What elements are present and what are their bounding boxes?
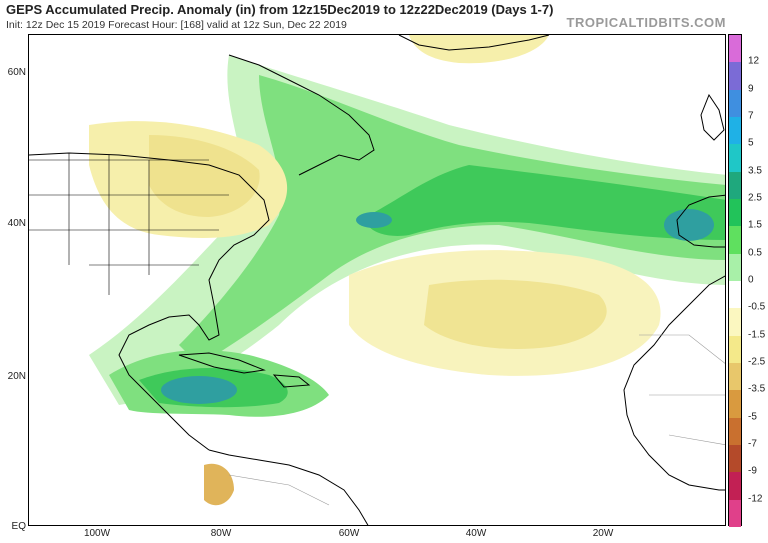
colorbar-label: -12 [748, 493, 763, 505]
colorbar-segment [729, 226, 741, 255]
colorbar-segment [729, 363, 741, 391]
colorbar-label: 1.5 [748, 219, 762, 231]
wet-core-iberia [664, 209, 714, 241]
lon-label-60w: 60W [338, 528, 360, 539]
colorbar-segment [729, 335, 741, 364]
lat-label-40n: 40N [7, 218, 26, 229]
colorbar-segment [729, 308, 741, 337]
colorbar-segment [729, 171, 741, 200]
colorbar-label: -0.5 [748, 301, 766, 313]
colorbar-segment [729, 281, 741, 309]
lon-label-100w: 100W [83, 528, 111, 539]
colorbar-label: 5 [748, 137, 754, 149]
colorbar-label: -5 [748, 411, 757, 423]
wet-core-caribbean [161, 376, 237, 404]
lon-label-40w: 40W [465, 528, 487, 539]
colorbar-label: 0.5 [748, 247, 762, 259]
lat-label-eq: EQ [11, 521, 26, 532]
colorbar-label: 2.5 [748, 192, 762, 204]
coast-greenland [398, 35, 550, 51]
colorbar-segment [729, 199, 741, 227]
colorbar-segment [729, 499, 741, 528]
map-subtitle: Init: 12z Dec 15 2019 Forecast Hour: [16… [6, 19, 347, 31]
lon-label-20w: 20W [592, 528, 614, 539]
coast-north-america [29, 152, 270, 451]
colorbar-segment [729, 144, 741, 173]
colorbar-segment [729, 89, 741, 118]
colorbar-segment [729, 445, 741, 473]
coastlines [29, 35, 725, 525]
map-canvas [29, 35, 725, 525]
colorbar-label: 3.5 [748, 165, 762, 177]
coast-canada [228, 54, 375, 176]
lat-label-60n: 60N [7, 67, 26, 78]
colorbar-label: 9 [748, 83, 754, 95]
colorbar-label: -1.5 [748, 329, 766, 341]
colorbar-segment [729, 62, 741, 91]
colorbar-label: 12 [748, 55, 760, 67]
wet-band-north-strong [366, 165, 725, 240]
map-title: GEPS Accumulated Precip. Anomaly (in) fr… [6, 2, 554, 17]
dry-south-america [204, 463, 234, 506]
colorbar-segment [729, 390, 741, 419]
colorbar-label: -7 [748, 438, 757, 450]
state-borders [29, 153, 229, 295]
colorbar-label: -9 [748, 465, 757, 477]
coast-hispaniola [272, 374, 311, 388]
lat-label-20n: 20N [7, 371, 26, 382]
colorbar-segment [729, 35, 741, 63]
colorbar-label: -3.5 [748, 383, 766, 395]
border-lines [228, 334, 725, 506]
colorbar-segment [729, 417, 741, 446]
coast-africa [623, 275, 725, 491]
colorbar-segment [729, 117, 741, 145]
colorbar-segment [729, 472, 741, 501]
coast-cuba [178, 352, 266, 374]
colorbar-label: 0 [748, 274, 754, 286]
colorbar [728, 34, 742, 528]
coast-uk [700, 93, 725, 141]
colorbar-label: 7 [748, 110, 754, 122]
colorbar-segment [729, 253, 741, 282]
colorbar-label: -2.5 [748, 356, 766, 368]
lon-label-80w: 80W [210, 528, 232, 539]
brand-watermark: TROPICALTIDBITS.COM [566, 15, 726, 30]
coast-iberia [676, 194, 725, 248]
dry-greenland [409, 35, 549, 64]
precip-anomaly-map [28, 34, 726, 526]
coast-south-america [208, 449, 369, 525]
